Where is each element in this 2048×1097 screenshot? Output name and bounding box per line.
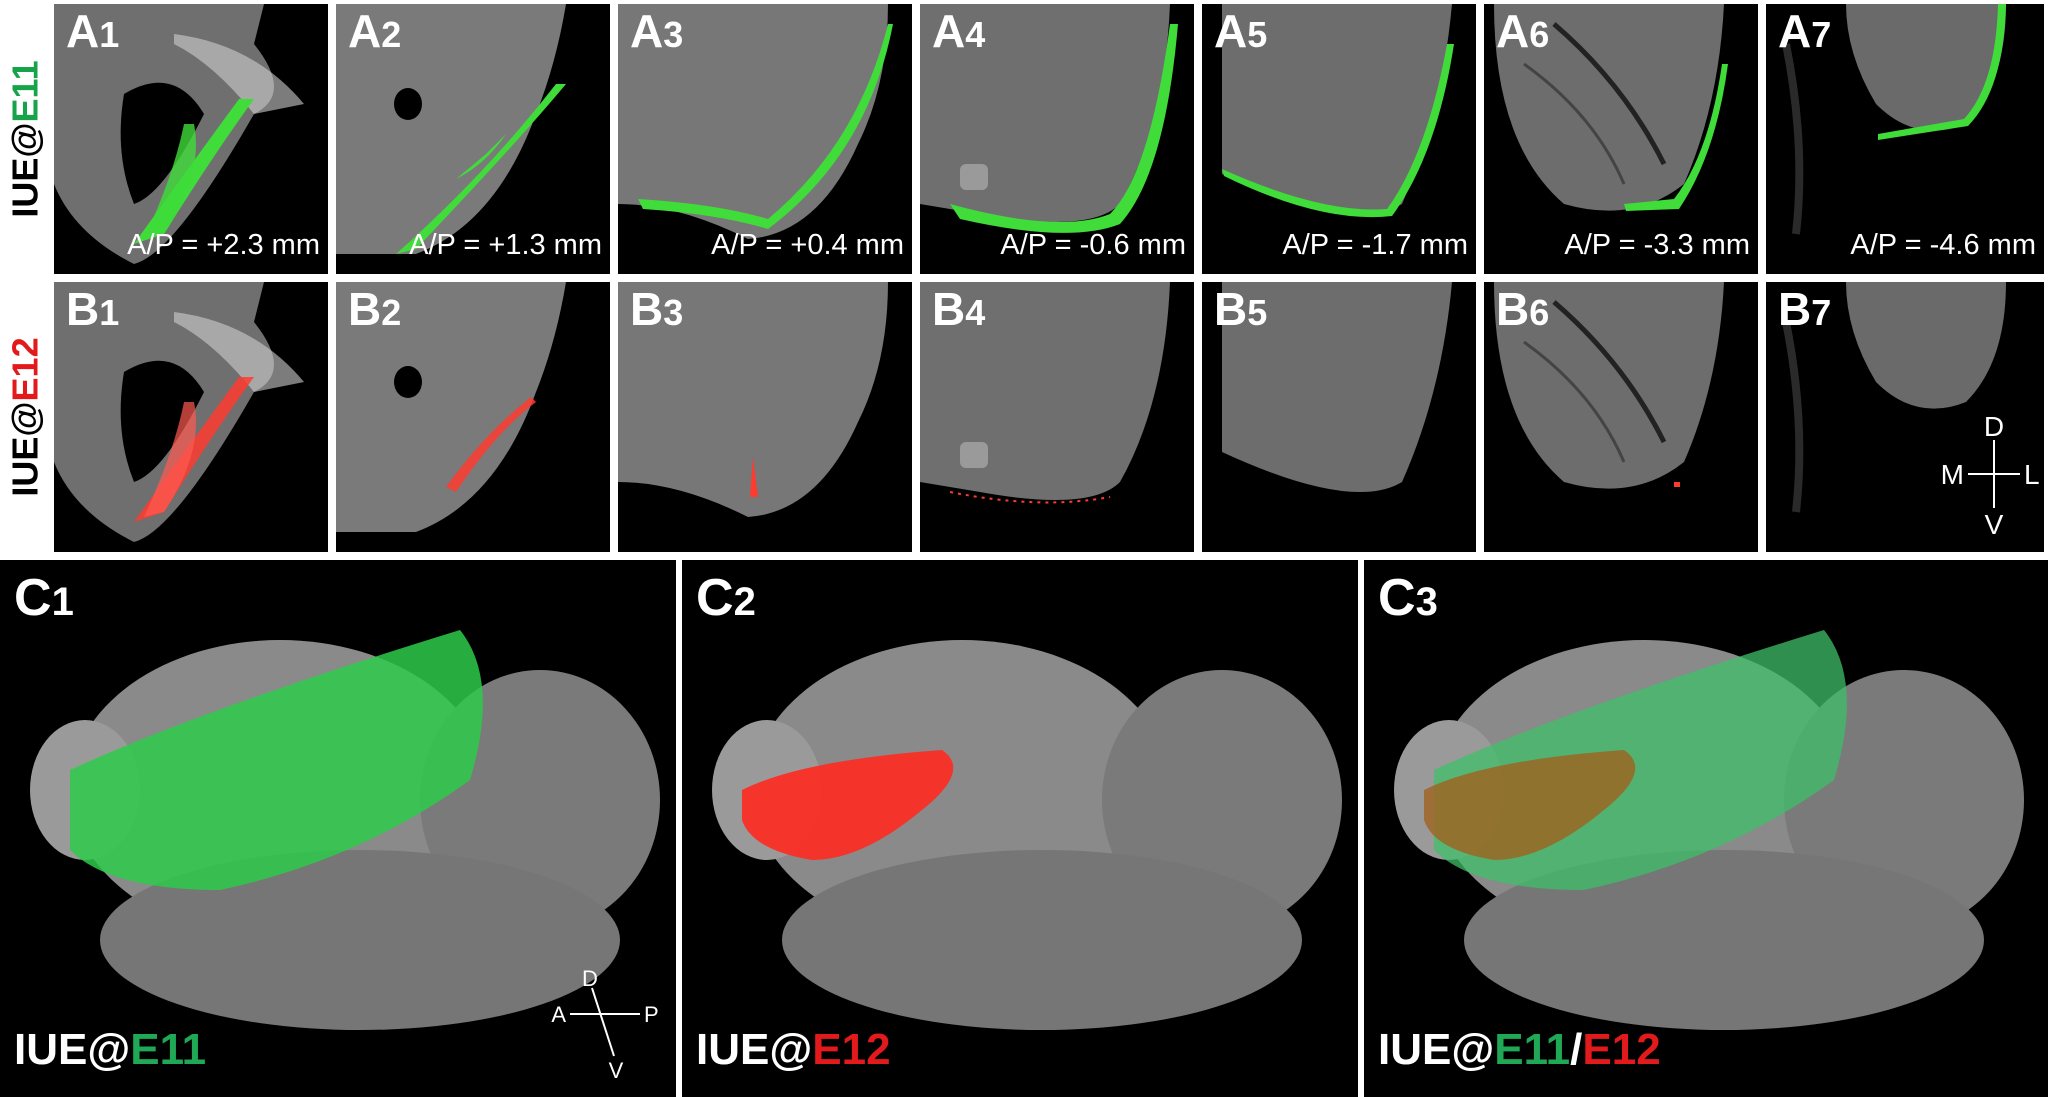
svg-text:A: A — [551, 1002, 566, 1027]
ap-coordinate: A/P = +2.3 mm — [127, 229, 320, 261]
panel-caption: IUE@E11/E12 — [1378, 1025, 1661, 1074]
coronal-section-image — [920, 4, 1178, 233]
panel-b6: B6 — [1484, 282, 1758, 552]
panel-a5: A5 A/P = -1.7 mm — [1202, 4, 1476, 274]
coronal-section-image — [336, 4, 566, 254]
coronal-section-image — [54, 282, 304, 542]
panel-a7: A7 A/P = -4.6 mm — [1766, 4, 2044, 274]
coronal-section-image — [1222, 4, 1454, 218]
panel-a3: A3 A/P = +0.4 mm — [618, 4, 912, 274]
coronal-section-image — [1494, 4, 1728, 211]
panel-label: A6 — [1496, 5, 1550, 57]
coronal-section-image — [920, 282, 1170, 504]
svg-text:V: V — [609, 1058, 624, 1080]
brain-3d-render — [1394, 630, 2024, 1030]
coronal-section-image — [1782, 4, 2006, 235]
coronal-section-image — [54, 4, 304, 264]
panel-c3: C3 IUE@E11/E12 — [1364, 560, 2048, 1097]
panel-label: A1 — [66, 5, 120, 57]
row-label-e11: IUE@E11 — [5, 60, 47, 218]
coronal-section-image — [1222, 282, 1452, 492]
ap-coordinate: A/P = -0.6 mm — [1000, 229, 1186, 261]
dv-ml-orientation-axes: D V M L — [1941, 411, 2040, 538]
coronal-section-image — [618, 282, 888, 517]
svg-text:D: D — [1984, 411, 2004, 442]
coronal-section-image — [618, 4, 893, 239]
coronal-section-image — [1782, 282, 2006, 513]
panel-a6: A6 A/P = -3.3 mm — [1484, 4, 1758, 274]
svg-text:V: V — [1985, 509, 2004, 538]
ap-coordinate: A/P = +0.4 mm — [711, 229, 904, 261]
panel-label: A5 — [1214, 5, 1268, 57]
svg-text:M: M — [1941, 459, 1964, 490]
ap-coordinate: A/P = -4.6 mm — [1850, 229, 2036, 261]
panel-c2: C2 IUE@E12 — [682, 560, 1358, 1097]
row-label-e12: IUE@E12 — [5, 337, 46, 497]
ap-coordinate: A/P = -3.3 mm — [1564, 229, 1750, 261]
coronal-section-image — [336, 282, 566, 532]
panel-label: B4 — [932, 283, 986, 335]
ap-coordinate: A/P = -1.7 mm — [1282, 229, 1468, 261]
panel-label: A4 — [932, 5, 986, 57]
panel-caption: IUE@E11 — [14, 1025, 207, 1074]
panel-label: A7 — [1778, 5, 1832, 57]
panel-caption: IUE@E12 — [696, 1025, 891, 1074]
panel-c1: C1 IUE@E11 D V A P — [0, 560, 676, 1097]
panel-label: A2 — [348, 5, 402, 57]
coronal-section-image — [1494, 282, 1724, 489]
svg-text:L: L — [2024, 459, 2040, 490]
panel-label: B7 — [1778, 283, 1832, 335]
panel-label: B3 — [630, 283, 684, 335]
panel-label: C2 — [696, 569, 756, 627]
panel-label: C1 — [14, 569, 74, 627]
panel-a4: A4 A/P = -0.6 mm — [920, 4, 1194, 274]
panel-label: B2 — [348, 283, 402, 335]
panel-label: B5 — [1214, 283, 1268, 335]
panel-label: A3 — [630, 5, 684, 57]
brain-3d-render — [712, 640, 1342, 1030]
ap-coordinate: A/P = +1.3 mm — [409, 229, 602, 261]
brain-3d-render — [30, 630, 660, 1030]
svg-text:P: P — [644, 1002, 659, 1027]
svg-text:D: D — [582, 970, 598, 991]
panel-a1: A1 A/P = +2.3 mm — [54, 4, 328, 274]
ap-dv-orientation-axes: D V A P — [551, 970, 659, 1080]
panel-b7: B7 D V M L — [1766, 282, 2044, 552]
panel-b2: B2 — [336, 282, 610, 552]
panel-b3: B3 — [618, 282, 912, 552]
panel-b1: B1 — [54, 282, 328, 552]
panel-a2: A2 A/P = +1.3 mm — [336, 4, 610, 274]
panel-b4: B4 — [920, 282, 1194, 552]
panel-b5: B5 — [1202, 282, 1476, 552]
panel-label: B1 — [66, 283, 120, 335]
panel-label: C3 — [1378, 569, 1438, 627]
panel-label: B6 — [1496, 283, 1550, 335]
